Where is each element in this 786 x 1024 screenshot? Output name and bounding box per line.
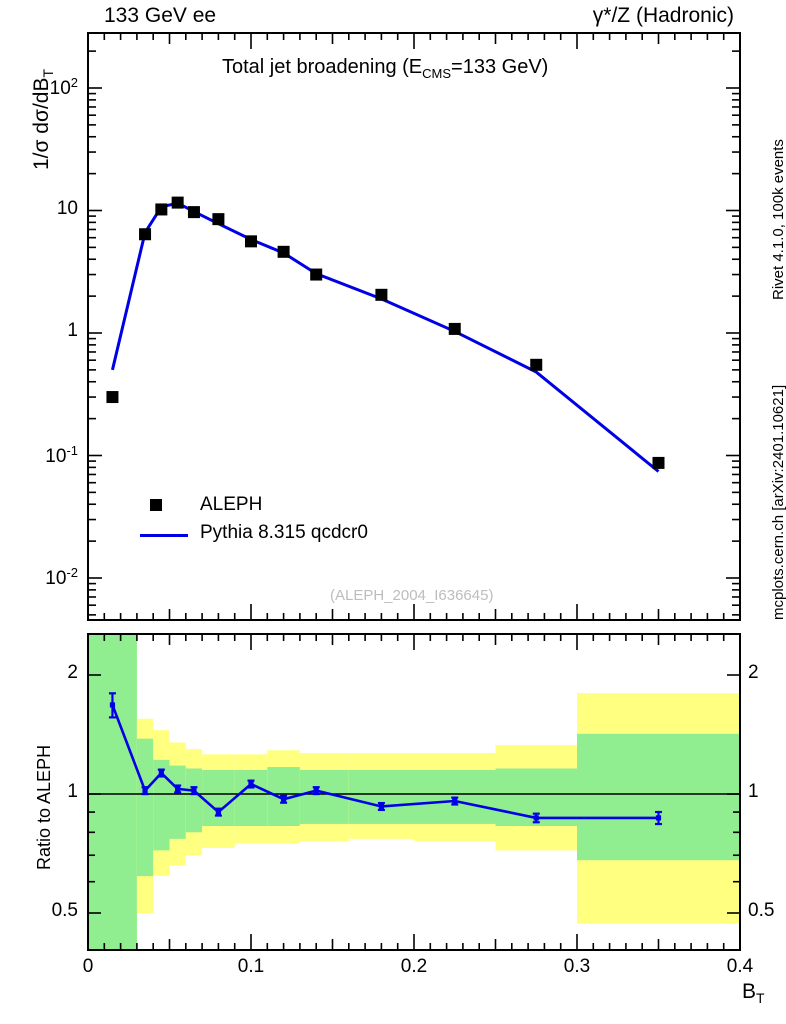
x-ticklabel: 0	[82, 956, 94, 977]
ratio-band-inner	[577, 733, 740, 861]
header-right: γ*/Z (Hadronic)	[592, 4, 734, 27]
ratio-bands	[88, 634, 740, 950]
ticklabel-mantissa: 10	[56, 197, 78, 219]
legend-marker-square-icon	[150, 499, 162, 511]
plot-title-subscript: CMS	[422, 66, 452, 81]
main-y-ticklabel: 10	[0, 198, 78, 220]
ratio-point-marker	[158, 770, 164, 776]
data-point-marker-aleph	[530, 358, 543, 371]
ratio-band-inner	[169, 765, 186, 839]
ratio-point-marker	[109, 702, 116, 708]
x-ticklabel: 0.2	[400, 956, 428, 977]
data-point-marker-aleph	[310, 268, 323, 281]
xaxis-label-subscript: T	[756, 990, 765, 1006]
plot-title: Total jet broadening (ECMS=133 GeV)	[222, 56, 548, 81]
xaxis-label-text: B	[742, 980, 757, 1003]
main-y-ticklabel: 1	[0, 320, 78, 342]
main-y-ticklabel: 102	[0, 75, 78, 100]
main-panel-frame	[87, 32, 741, 621]
data-point-marker-aleph	[212, 213, 225, 226]
legend-label-pythia: Pythia 8.315 qcdcr0	[200, 522, 368, 543]
ratio-point-marker	[378, 803, 384, 810]
header-left: 133 GeV ee	[104, 4, 217, 27]
data-point-marker-aleph	[448, 322, 461, 335]
main-y-ticklabel: 10-1	[0, 443, 78, 468]
data-point-marker-aleph	[171, 196, 184, 209]
axis-ticks	[87, 33, 741, 950]
ratio-y-ticklabel: 1	[67, 781, 78, 802]
ratio-point-marker	[175, 786, 181, 792]
x-ticklabel: 0.1	[237, 956, 265, 977]
legend-marker-line-icon	[140, 534, 188, 537]
ratio-y-ticklabel-right: 1	[748, 781, 759, 802]
ratio-point-marker	[313, 788, 319, 794]
data-point-marker-aleph	[155, 203, 168, 216]
dataset-watermark: (ALEPH_2004_I636645)	[330, 587, 494, 604]
ratio-point-marker	[452, 798, 458, 804]
ratio-point-marker	[142, 788, 148, 794]
mc-curve-pythia	[110, 201, 660, 473]
ticklabel-exponent: -2	[66, 565, 78, 580]
ratio-band-inner	[88, 634, 137, 950]
ticklabel-mantissa: 10	[45, 445, 67, 467]
ratio-band-inner	[185, 768, 203, 833]
ratio-point-marker	[191, 788, 197, 794]
ratio-y-ticklabel: 0.5	[51, 900, 78, 921]
ratio-point-marker	[215, 809, 221, 815]
data-point-marker-aleph	[106, 391, 119, 404]
ratio-band-inner	[153, 759, 170, 851]
ticklabel-mantissa: 10	[49, 78, 71, 99]
ratio-point-marker	[248, 781, 254, 787]
ratio-panel	[88, 634, 740, 950]
ratio-point-marker	[533, 815, 539, 821]
ratio-point-marker	[281, 796, 287, 802]
ratio-y-ticklabel-right: 2	[748, 662, 759, 683]
plot-title-main: Total jet broadening (E	[222, 56, 423, 78]
main-panel	[106, 196, 665, 473]
ratio-band-inner	[202, 770, 235, 826]
ticklabel-mantissa: 1	[67, 320, 78, 341]
ticklabel-exponent: -1	[66, 442, 78, 458]
ratio-band-inner	[348, 770, 414, 824]
data-point-marker-aleph	[245, 235, 257, 248]
data-point-marker-aleph	[652, 456, 665, 469]
xaxis-label: BT	[742, 980, 765, 1006]
data-point-marker-aleph	[375, 288, 388, 301]
main-y-ticklabel: 10-2	[0, 565, 78, 590]
ratio-y-ticklabel: 2	[67, 662, 78, 683]
ratio-band-inner	[136, 738, 154, 877]
x-ticklabel: 0.4	[726, 956, 754, 977]
data-point-marker-aleph	[277, 245, 290, 258]
ratio-y-ticklabel-right: 0.5	[748, 900, 775, 921]
data-point-marker-aleph	[139, 228, 152, 241]
ratio-point-marker	[655, 815, 662, 821]
legend-label-aleph: ALEPH	[200, 494, 263, 515]
ticklabel-mantissa: 10	[45, 568, 67, 589]
ticklabel-exponent: 2	[70, 75, 78, 90]
plot-title-tail: =133 GeV)	[451, 56, 549, 78]
x-ticklabel: 0.3	[563, 956, 591, 977]
data-point-marker-aleph	[187, 206, 200, 219]
ratio-band-inner	[234, 770, 268, 826]
